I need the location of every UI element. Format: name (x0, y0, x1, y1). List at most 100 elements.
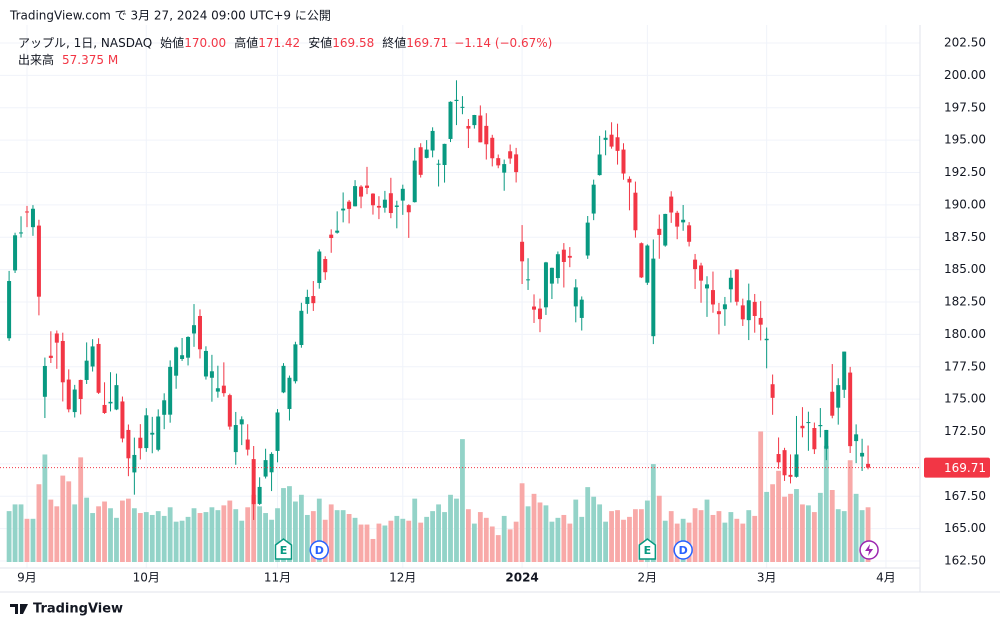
change-value: −1.14 (−0.67%) (454, 36, 552, 50)
volume-bar (615, 510, 620, 562)
volume-bar (263, 513, 268, 562)
volume-bar (734, 518, 740, 562)
candle-body (537, 308, 542, 320)
volume-bar (310, 511, 316, 562)
candle-body (341, 208, 346, 211)
earnings-badge (274, 538, 293, 560)
candle-body (120, 401, 125, 439)
candle-body (293, 344, 298, 382)
volume-bar (185, 516, 191, 562)
event-label: D (679, 544, 688, 557)
volume-bar (382, 525, 388, 562)
volume-bar (633, 509, 638, 562)
last-price-label: 169.71 (944, 461, 986, 475)
volume-bar (209, 507, 215, 562)
volume-label: 出来高 (18, 52, 54, 67)
volume-bar (42, 454, 48, 562)
volume-bar (758, 431, 764, 562)
volume-bar (788, 493, 793, 562)
candle-body (168, 366, 173, 415)
candle-body (609, 134, 614, 147)
candle-body (603, 137, 608, 140)
candle-body (555, 254, 560, 279)
brand-name: TradingView (33, 602, 123, 617)
volume-bar (692, 508, 698, 562)
candle-body (323, 259, 328, 273)
candle-body (728, 277, 733, 290)
event-label: E (644, 544, 652, 557)
candle-body (269, 453, 274, 473)
volume-bar (519, 483, 525, 562)
candle-body (13, 235, 18, 271)
candle-body (305, 296, 310, 304)
volume-bar (853, 493, 859, 562)
candle-body (365, 185, 369, 188)
volume-bar (591, 496, 597, 562)
volume-value: 57.375 M (62, 53, 118, 67)
y-tick-label: 165.00 (944, 521, 986, 535)
candle-body (836, 385, 841, 408)
volume-bar (716, 511, 722, 562)
volume-bar (597, 504, 603, 562)
candle-body (543, 262, 548, 308)
candle-body (752, 301, 757, 316)
volume-bar (78, 457, 84, 562)
volume-bar (621, 519, 626, 562)
candle-body (30, 208, 35, 228)
y-tick-label: 187.50 (944, 230, 986, 244)
candle-body (66, 379, 71, 410)
candle-body (520, 241, 525, 262)
close-value: 169.71 (406, 36, 448, 50)
volume-bar (102, 501, 107, 562)
volume-bar (567, 523, 573, 562)
published-note: TradingView.com で 3月 27, 2024 09:00 UTC+… (9, 9, 331, 23)
volume-bar (370, 538, 376, 562)
candle-body (156, 416, 161, 450)
volume-bar (776, 470, 781, 562)
volume-bar (322, 519, 328, 562)
symbol: アップル, 1日, NASDAQ (18, 36, 152, 50)
candle-body (573, 287, 578, 307)
grid (0, 25, 920, 568)
candle-body (72, 389, 77, 413)
candle-body (567, 255, 572, 258)
volume-bar (54, 506, 60, 562)
volume-bar (448, 494, 453, 562)
x-tick-label: 9月 (17, 571, 37, 585)
candle-body (740, 305, 745, 320)
close-label: 終値 (382, 35, 406, 50)
candle-body (824, 429, 829, 449)
candle-body (699, 265, 704, 281)
volume-bar (794, 489, 799, 562)
candle-body (454, 99, 459, 102)
volume-bar (513, 521, 519, 562)
candle-body (657, 228, 662, 235)
volume-bar (304, 514, 310, 562)
candle-body (734, 269, 739, 302)
candle-body (764, 338, 769, 341)
volume-bar (316, 498, 322, 562)
candle-body (716, 311, 721, 315)
candle-body (382, 199, 387, 208)
candle-body (233, 425, 238, 453)
volume-bar (847, 460, 853, 562)
x-tick-label: 2024 (505, 571, 538, 585)
volume-bar (120, 500, 125, 562)
candle-body (370, 193, 375, 206)
brand-logo: TradingView (10, 602, 123, 617)
y-tick-label: 172.50 (944, 424, 986, 438)
candle-body (108, 401, 113, 404)
candle-body (19, 232, 24, 234)
volume-bar (638, 509, 644, 562)
candle-body (430, 130, 435, 151)
volume-bar (430, 511, 436, 562)
volume-bar (287, 486, 292, 562)
candle-body (132, 454, 137, 473)
volume-bar (24, 518, 30, 562)
candle-body (96, 343, 101, 393)
x-tick-label: 4月 (876, 571, 896, 585)
volume-bar (394, 515, 400, 562)
volume-bar (340, 510, 346, 562)
candle-body (359, 186, 364, 197)
